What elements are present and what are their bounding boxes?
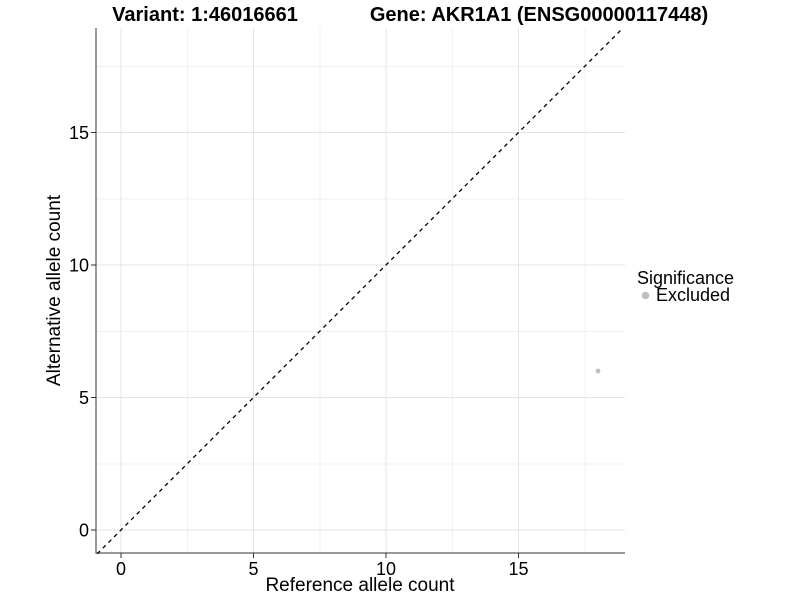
legend-label-excluded: Excluded bbox=[656, 285, 730, 305]
x-tick-label: 10 bbox=[376, 559, 396, 579]
x-axis-title: Reference allele count bbox=[265, 575, 455, 596]
plot-title-gene: Gene: AKR1A1 (ENSG00000117448) bbox=[370, 4, 708, 26]
x-tick-label: 5 bbox=[248, 559, 258, 579]
y-tick-label: 15 bbox=[69, 123, 89, 143]
legend: Significance Excluded bbox=[637, 268, 734, 305]
x-tick-label: 15 bbox=[508, 559, 528, 579]
y-tick-label: 5 bbox=[79, 388, 89, 408]
identity-line bbox=[96, 28, 623, 555]
gridlines-minor bbox=[96, 28, 625, 553]
x-axis-ticks: 0 5 10 15 bbox=[116, 553, 529, 579]
y-tick-label: 10 bbox=[69, 256, 89, 276]
y-axis-ticks: 0 5 10 15 bbox=[69, 123, 96, 541]
y-tick-label: 0 bbox=[79, 521, 89, 541]
legend-title: Significance bbox=[637, 268, 734, 288]
plot-title-variant: Variant: 1:46016661 bbox=[112, 4, 298, 26]
x-tick-label: 0 bbox=[116, 559, 126, 579]
gridlines-major bbox=[96, 28, 625, 553]
y-axis-title: Alternative allele count bbox=[44, 194, 65, 386]
legend-marker-excluded-icon bbox=[641, 291, 650, 300]
data-point bbox=[595, 368, 601, 374]
